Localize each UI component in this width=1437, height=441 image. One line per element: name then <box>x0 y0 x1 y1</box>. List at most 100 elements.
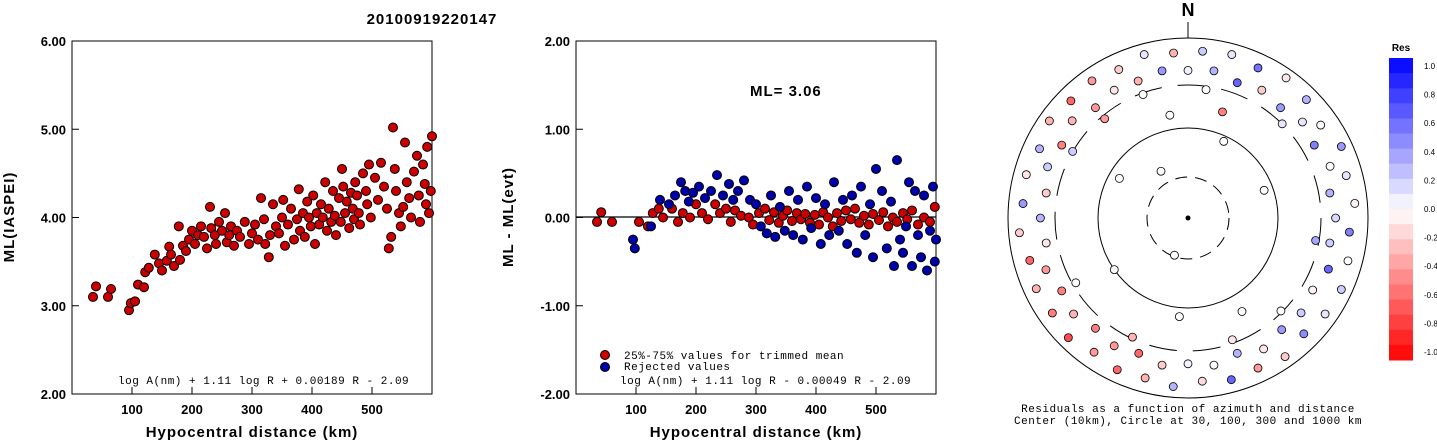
station-residual-point <box>1232 348 1242 358</box>
station-residual-point <box>1043 162 1053 172</box>
rejected-data-point <box>784 186 794 197</box>
data-point <box>214 216 224 227</box>
station-residual-point <box>1301 95 1311 105</box>
data-point <box>157 265 167 276</box>
data-point <box>329 210 340 221</box>
rejected-data-point <box>886 196 896 207</box>
data-point <box>166 249 176 260</box>
data-point <box>362 199 373 210</box>
station-residual-point <box>1041 265 1051 275</box>
data-point <box>382 203 392 214</box>
station-residual-point <box>1157 360 1167 370</box>
data-point <box>409 166 419 177</box>
data-point <box>361 186 371 197</box>
station-residual-point <box>1277 325 1287 335</box>
data-point <box>607 216 617 227</box>
data-point <box>247 228 257 239</box>
station-residual-point <box>1218 107 1227 117</box>
rejected-data-point <box>811 193 821 204</box>
data-point <box>199 231 209 242</box>
data-point <box>308 190 319 201</box>
station-residual-point <box>1316 120 1326 130</box>
data-point <box>341 196 352 207</box>
y-tick-label: 1.00 <box>545 122 570 137</box>
colorbar-cell <box>1389 73 1413 89</box>
rejected-data-point <box>931 234 941 245</box>
station-residual-point <box>1165 110 1175 120</box>
panel-residual-vs-distance: -2.00 -1.00 0.00 1.00 2.00 100 200 300 400 500 M… <box>500 34 941 441</box>
station-residual-point <box>1227 335 1237 345</box>
station-residual-point <box>1169 48 1178 58</box>
ring-100km <box>1097 127 1279 309</box>
data-point <box>809 209 820 220</box>
x-tick-label: 500 <box>865 402 887 417</box>
data-point <box>352 190 362 201</box>
data-point <box>274 228 284 239</box>
data-point <box>418 159 428 170</box>
station-residual-point <box>1197 376 1207 386</box>
station-residual-point <box>1174 312 1184 322</box>
data-point <box>358 168 368 179</box>
data-point <box>286 203 296 214</box>
colorbar-cell <box>1389 133 1413 150</box>
station-residual-point <box>1115 173 1124 183</box>
station-residual-point <box>1259 344 1268 354</box>
data-point <box>263 252 274 263</box>
rejected-data-point <box>898 247 908 258</box>
station-residual-point <box>1057 140 1067 150</box>
data-point <box>913 219 923 230</box>
rejected-data-point <box>922 265 932 276</box>
rejected-data-point <box>847 190 857 201</box>
colorbar-tick-label: 0.0 <box>1424 205 1436 214</box>
data-point <box>383 243 394 254</box>
plot-frame <box>71 40 433 395</box>
rejected-data-point <box>881 243 892 254</box>
legend-marker-rejected <box>600 362 610 372</box>
data-point <box>421 199 431 210</box>
data-point <box>370 172 380 183</box>
data-point <box>845 214 856 225</box>
colorbar-cell <box>1389 284 1413 301</box>
colorbar-cell <box>1389 178 1413 195</box>
data-point <box>310 238 320 249</box>
colorbar-title: Res <box>1392 43 1411 54</box>
data-point <box>634 216 644 227</box>
data-point <box>88 291 98 302</box>
rejected-data-point <box>683 196 694 207</box>
station-residual-point <box>1170 250 1179 260</box>
station-residual-point <box>1068 146 1078 156</box>
station-residual-point <box>1350 199 1360 208</box>
data-point <box>425 186 436 197</box>
data-point <box>365 212 376 223</box>
station-residual-point <box>1041 188 1051 198</box>
data-point <box>388 122 398 133</box>
rejected-data-point <box>928 181 938 192</box>
station-residual-point <box>1087 76 1097 86</box>
data-point <box>883 221 893 232</box>
rejected-data-point <box>929 256 940 267</box>
data-point <box>697 208 707 219</box>
station-residual-point <box>1156 166 1166 176</box>
data-point <box>422 141 433 152</box>
data-point <box>427 131 437 142</box>
ring-1000km <box>1007 37 1369 399</box>
data-point <box>874 215 884 226</box>
rejected-data-point <box>793 194 803 205</box>
rejected-data-point <box>646 221 656 232</box>
x-tick-label: 100 <box>121 402 143 417</box>
x-tick-label: 300 <box>241 402 263 417</box>
station-residual-point <box>1336 142 1346 151</box>
data-point <box>328 186 338 197</box>
legend-label-accepted: 25%-75% values for trimmed mean <box>624 351 844 363</box>
figure-title: 20100919220147 <box>367 11 498 28</box>
colorbar-cell <box>1389 118 1413 134</box>
rejected-data-point <box>889 261 899 272</box>
station-residual-point <box>1036 213 1045 223</box>
data-point <box>353 208 364 219</box>
rejected-data-point <box>865 199 875 210</box>
station-residual-point <box>1325 161 1335 171</box>
data-point <box>364 159 374 170</box>
station-residual-point <box>1140 373 1150 383</box>
legend-marker-accepted <box>600 350 610 360</box>
data-point <box>205 201 215 212</box>
